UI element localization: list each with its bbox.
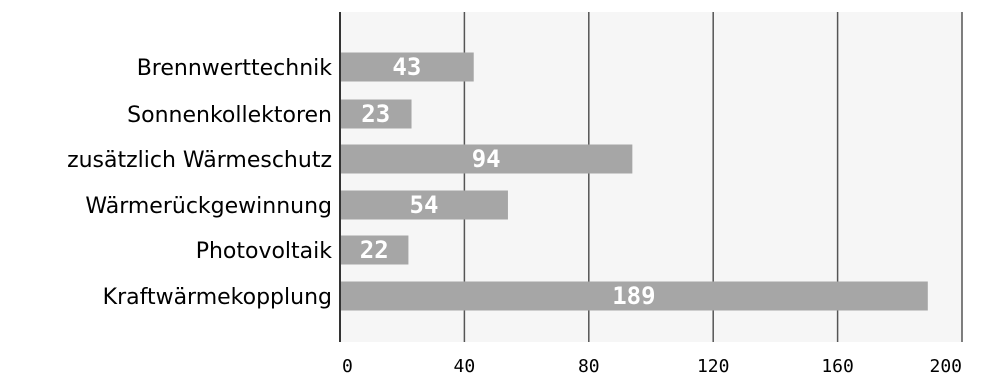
x-tick-label: 200 — [929, 356, 962, 377]
bar — [340, 52, 474, 82]
x-tick-label: 160 — [821, 356, 854, 377]
bars — [340, 52, 928, 311]
category-label: Kraftwärmekopplung — [103, 285, 332, 310]
category-label: Wärmerückgewinnung — [85, 194, 332, 219]
x-tick-label: 40 — [454, 356, 476, 377]
category-labels: Brennwerttechnik Sonnenkollektoren zusätzl… — [67, 56, 332, 310]
category-label: Sonnenkollektoren — [127, 103, 332, 128]
category-label: Brennwerttechnik — [137, 56, 333, 81]
bar-value-label: 22 — [360, 236, 389, 264]
bar — [340, 144, 633, 174]
category-label: Photovoltaik — [196, 239, 333, 264]
x-tick-labels: 0 40 80 120 160 200 — [342, 356, 962, 377]
bar — [340, 235, 409, 265]
bar-value-label: 54 — [410, 191, 439, 219]
x-tick-label: 80 — [578, 356, 600, 377]
bar-value-label: 94 — [472, 145, 501, 173]
bar-value-label: 43 — [392, 53, 421, 81]
bar — [340, 99, 412, 129]
category-label: zusätzlich Wärmeschutz — [67, 148, 332, 173]
bar — [340, 281, 928, 311]
bar — [340, 190, 508, 220]
x-tick-label: 0 — [342, 356, 353, 377]
bar-value-label: 23 — [361, 100, 390, 128]
bar-value-label: 189 — [612, 282, 655, 310]
x-tick-label: 120 — [697, 356, 730, 377]
